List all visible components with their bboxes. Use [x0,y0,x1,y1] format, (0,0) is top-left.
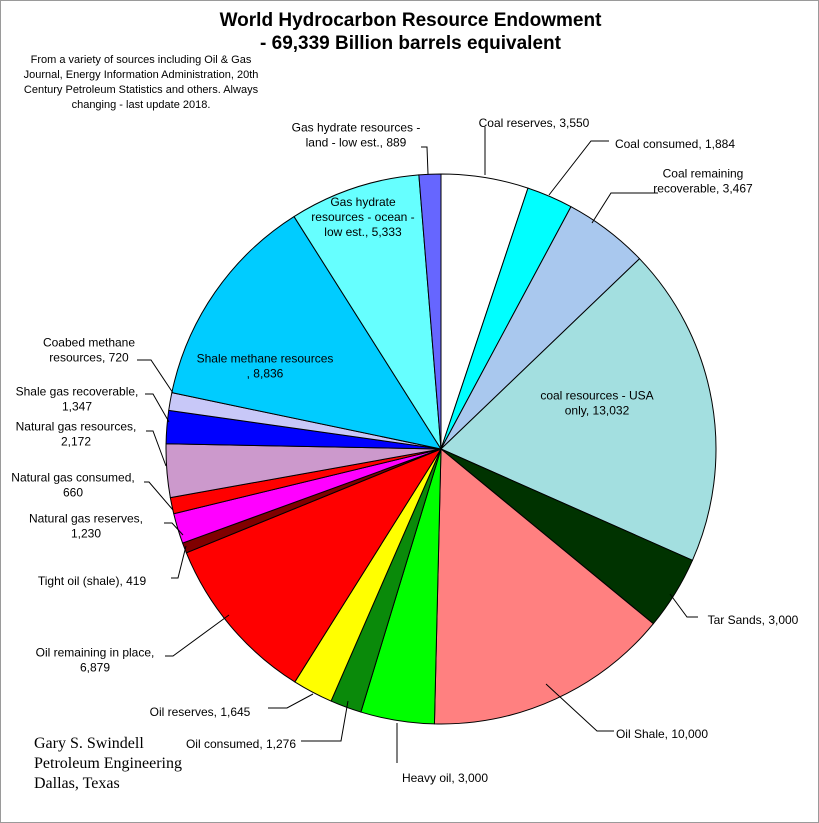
slice-label-line: Shale methane resources [197,352,334,366]
slice-label-line: Heavy oil, 3,000 [402,771,488,785]
slice-label-line: 1,230 [71,527,101,541]
pie-slice [185,448,442,683]
leader-line [144,481,174,511]
slice-label: Coal consumed, 1,884 [615,137,735,151]
slice-label-line: Coal consumed, 1,884 [615,137,735,151]
leader-line [164,522,184,536]
slice-label: Coal remaining recoverable, 3,467 [653,167,753,196]
pie-slice [433,448,654,725]
leader-line [545,683,614,732]
author-location: Dallas, Texas [34,775,120,792]
slice-label-line: Oil consumed, 1,276 [186,737,296,751]
leader-line [146,430,167,467]
slice-label: Natural gas reserves, 1,230 [29,512,143,541]
slice-label: Shale gas recoverable, 1,347 [16,385,139,414]
leader-line [137,359,174,394]
slice-label-line: 2,172 [61,435,91,449]
slice-label: coal resources - USA only, 13,032 [540,389,653,418]
slice-label-line: Oil remaining in place, [36,646,155,660]
leader-line [548,140,609,196]
slice-label-line: Natural gas reserves, [29,512,143,526]
slice-label: Shale methane resources, 8,836 [197,352,334,381]
slice-label: Gas hydrate resources - ocean -low est., … [311,195,414,239]
leader-line [669,593,698,618]
author-credit: Gary S. Swindell Petroleum Engineering D… [34,734,182,794]
author-name: Gary S. Swindell [34,735,144,752]
pie-slice [293,174,442,450]
slice-label-line: coal resources - USA [540,389,653,403]
slice-label-line: Tar Sands, 3,000 [708,613,799,627]
slice-label-line: 660 [63,486,83,500]
slice-label-line: Gas hydrate resources - [292,121,421,135]
slice-label: Oil Shale, 10,000 [616,727,708,741]
leader-line [301,700,349,742]
leader-line [591,192,658,224]
chart-subtitle: - 69,339 Billion barrels equivalent [260,33,561,54]
slice-label: Natural gas resources, 2,172 [16,420,137,449]
slice-label: Tight oil (shale), 419 [38,574,147,588]
leader-line [421,146,429,175]
slice-label-line: Coal reserves, 3,550 [479,116,590,130]
slice-label: Tar Sands, 3,000 [708,613,799,627]
slice-label-line: 1,347 [62,400,92,414]
slice-label-line: Coal remaining [663,167,744,181]
slice-label-line: low est., 5,333 [324,225,402,239]
slice-label-line: Tight oil (shale), 419 [38,574,147,588]
slice-label-line: Natural gas resources, [16,420,137,434]
slice-label-line: only, 13,032 [565,404,630,418]
slice-label: Gas hydrate resources -land - low est., … [292,121,421,150]
slice-label-line: Oil reserves, 1,645 [150,705,251,719]
slice-label: Coal reserves, 3,550 [479,116,590,130]
slice-label-line: land - low est., 889 [306,136,407,150]
slice-label-line: Shale gas recoverable, [16,385,139,399]
slice-label: Natural gas consumed, 660 [11,471,134,500]
pie-slice [418,173,442,450]
slice-label: Coabed methane resources, 720 [43,336,135,365]
pie-slice [171,216,442,450]
leader-line [171,545,187,579]
slice-labels: Coal reserves, 3,550 Coal consumed, 1,884… [11,116,798,785]
slice-label: Heavy oil, 3,000 [402,771,488,785]
leader-line [145,393,170,423]
source-note: From a variety of sources including Oil … [23,54,259,111]
author-company: Petroleum Engineering [34,755,182,772]
pie-slice [440,258,717,561]
slice-label-line: recoverable, 3,467 [653,182,753,196]
slice-label-line: , 8,836 [247,367,284,381]
pie-slices [165,173,717,725]
leader-lines [137,127,698,763]
slice-label-line: Natural gas consumed, [11,471,134,485]
slice-label-line: resources, 720 [49,351,129,365]
slice-label: Oil remaining in place, 6,879 [36,646,155,675]
slice-label-line: resources - ocean - [311,210,414,224]
slice-label: Oil consumed, 1,276 [186,737,296,751]
slice-label-line: Coabed methane [43,336,135,350]
slice-label-line: Gas hydrate [330,195,396,209]
slice-label-line: Oil Shale, 10,000 [616,727,708,741]
slice-label: Oil reserves, 1,645 [150,705,251,719]
chart-title: World Hydrocarbon Resource Endowment [219,10,602,31]
slice-label-line: 6,879 [80,661,110,675]
leader-line [165,614,230,657]
leader-line [268,693,314,709]
